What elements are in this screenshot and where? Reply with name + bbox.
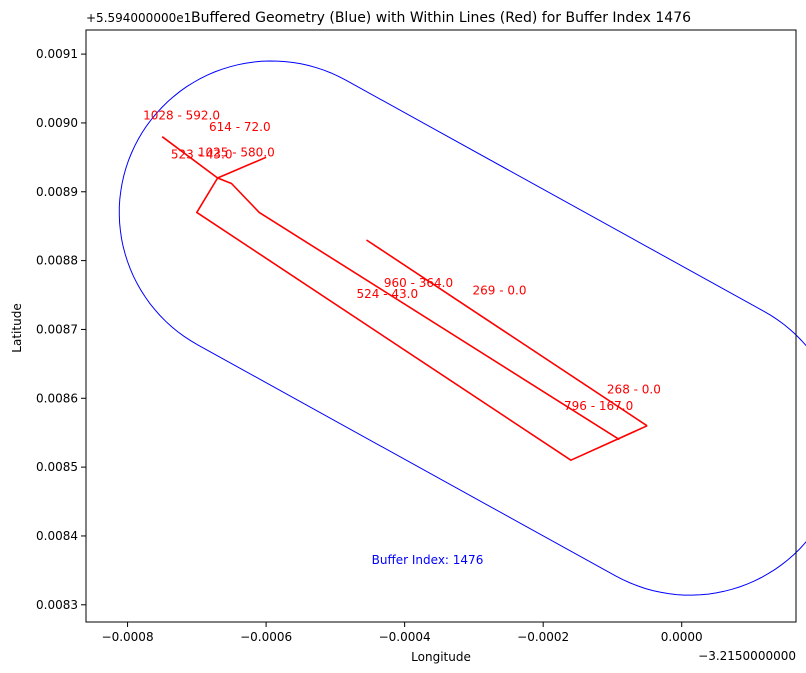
y-tick-label: 0.0086 bbox=[36, 391, 78, 405]
buffer-outline bbox=[118, 60, 806, 596]
line-annotation: 960 - 364.0 bbox=[384, 276, 453, 290]
line-annotation: 524 - 43.0 bbox=[357, 287, 419, 301]
line-annotation: 796 - 167.0 bbox=[564, 399, 633, 413]
y-tick-label: 0.0087 bbox=[36, 322, 78, 336]
buffer-index-label: Buffer Index: 1476 bbox=[372, 553, 484, 567]
y-tick-label: 0.0084 bbox=[36, 529, 78, 543]
line-annotation: 1025 - 580.0 bbox=[198, 146, 275, 160]
within-line-3 bbox=[196, 177, 648, 462]
y-tick-label: 0.0088 bbox=[36, 254, 78, 268]
line-annotation: 268 - 0.0 bbox=[607, 383, 661, 397]
within-line-1 bbox=[161, 136, 219, 179]
y-axis-label: Latitude bbox=[10, 303, 24, 352]
y-tick-label: 0.0090 bbox=[36, 116, 78, 130]
line-annotation: 1028 - 592.0 bbox=[143, 109, 220, 123]
y-axis-offset-label: +5.594000000e1 bbox=[86, 11, 191, 25]
within-line-5 bbox=[366, 239, 648, 427]
y-axis: 0.0083 0.0084 0.0085 0.0086 0.0087 0.0088 0.00… bbox=[36, 47, 86, 612]
x-tick-label: −0.0008 bbox=[102, 630, 154, 644]
chart-title: Buffered Geometry (Blue) with Within Lin… bbox=[191, 10, 691, 26]
within-line-4 bbox=[217, 177, 620, 441]
x-tick-label: 0.0000 bbox=[661, 630, 703, 644]
line-annotation: 269 - 0.0 bbox=[473, 283, 527, 297]
x-axis-offset-label: −3.2150000000 bbox=[698, 649, 796, 663]
x-tick-label: −0.0002 bbox=[517, 630, 569, 644]
y-tick-label: 0.0085 bbox=[36, 460, 78, 474]
x-axis: −0.0008 −0.0006 −0.0004 −0.0002 0.0000 bbox=[102, 622, 703, 644]
x-axis-label: Longitude bbox=[411, 650, 471, 664]
x-tick-label: −0.0006 bbox=[240, 630, 292, 644]
axes-frame bbox=[85, 29, 797, 623]
within-line-2 bbox=[217, 156, 267, 179]
line-annotation: 614 - 72.0 bbox=[209, 120, 271, 134]
y-tick-label: 0.0089 bbox=[36, 185, 78, 199]
x-tick-label: −0.0004 bbox=[379, 630, 431, 644]
line-annotation: 523 - 43.0 bbox=[171, 148, 233, 162]
y-tick-label: 0.0083 bbox=[36, 598, 78, 612]
y-tick-label: 0.0091 bbox=[36, 47, 78, 61]
